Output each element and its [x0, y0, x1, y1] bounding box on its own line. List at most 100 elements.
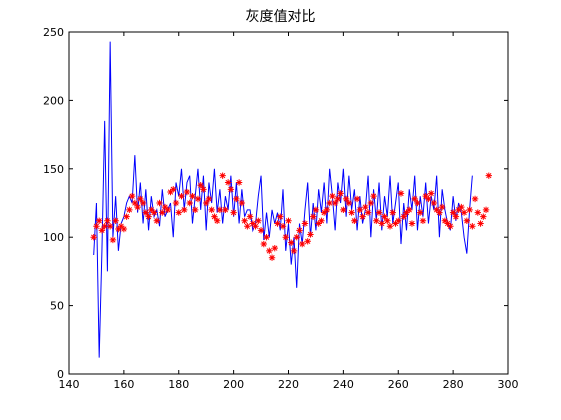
data-point	[334, 195, 342, 203]
data-point	[392, 220, 399, 227]
data-point	[153, 217, 160, 224]
data-point	[290, 247, 298, 255]
y-tick-label: 0	[57, 368, 64, 381]
data-point	[351, 217, 358, 224]
data-point	[370, 192, 377, 200]
data-point	[296, 227, 303, 234]
data-point	[309, 213, 317, 220]
data-point	[400, 213, 407, 220]
data-point	[208, 206, 215, 214]
data-point	[329, 192, 336, 200]
y-tick-label: 150	[43, 163, 64, 176]
y-tick-label: 50	[50, 300, 64, 313]
data-point	[449, 209, 457, 216]
data-point	[274, 220, 281, 227]
data-point	[337, 190, 344, 197]
series-markers-1	[90, 172, 492, 261]
data-point	[120, 225, 128, 233]
data-point	[331, 199, 339, 207]
data-point	[170, 186, 177, 193]
data-point	[241, 217, 248, 224]
data-point	[95, 217, 103, 224]
data-point	[353, 195, 361, 203]
x-tick-label: 280	[443, 378, 464, 391]
data-point	[395, 217, 402, 224]
x-tick-label: 260	[388, 378, 409, 391]
data-point	[422, 192, 429, 200]
data-point	[375, 209, 383, 216]
data-point	[277, 213, 284, 220]
data-point	[406, 206, 413, 214]
data-point	[455, 206, 462, 214]
data-point	[466, 206, 473, 214]
data-point	[397, 190, 405, 197]
data-point	[211, 213, 218, 220]
data-point	[139, 199, 147, 207]
data-point	[266, 247, 273, 255]
data-point	[271, 244, 278, 252]
series-line-0	[93, 41, 473, 358]
x-tick-label: 200	[223, 378, 244, 391]
y-tick-label: 200	[43, 94, 64, 107]
data-point	[246, 213, 254, 220]
data-point	[98, 227, 106, 234]
data-point	[142, 209, 150, 216]
data-point	[299, 240, 306, 248]
data-point	[474, 209, 482, 216]
data-point	[425, 195, 432, 203]
data-point	[104, 217, 111, 224]
data-point	[161, 203, 169, 211]
data-point	[238, 199, 246, 207]
data-point	[417, 209, 424, 216]
data-point	[115, 225, 122, 233]
data-point	[192, 206, 199, 214]
data-point	[463, 217, 471, 224]
data-point	[101, 223, 108, 230]
data-point	[90, 234, 97, 241]
data-point	[106, 223, 114, 230]
data-point	[378, 220, 385, 227]
data-point	[312, 206, 320, 214]
data-point	[117, 223, 125, 230]
data-point	[93, 223, 100, 230]
data-point	[320, 209, 328, 216]
data-point	[438, 203, 446, 211]
data-point	[145, 213, 152, 220]
data-point	[304, 238, 311, 245]
data-point	[227, 186, 235, 193]
data-point	[482, 206, 490, 214]
data-point	[222, 206, 229, 214]
data-point	[172, 199, 180, 207]
y-tick-label: 100	[43, 231, 64, 244]
data-point	[444, 220, 451, 227]
data-point	[213, 217, 221, 224]
data-point	[175, 209, 182, 216]
data-point	[477, 220, 484, 227]
data-point	[345, 199, 353, 207]
data-point	[414, 199, 421, 207]
data-point	[200, 186, 207, 193]
data-point	[150, 209, 158, 216]
data-point	[224, 179, 232, 186]
data-point	[403, 209, 410, 216]
data-point	[427, 190, 435, 197]
data-point	[307, 231, 314, 238]
x-tick-label: 180	[168, 378, 189, 391]
data-point	[381, 213, 388, 220]
data-point	[436, 209, 443, 216]
data-point	[109, 236, 117, 244]
data-point	[386, 223, 394, 230]
data-point	[156, 199, 163, 207]
x-tick-label: 240	[333, 378, 354, 391]
data-point	[112, 217, 119, 224]
data-point	[452, 213, 460, 220]
data-point	[194, 195, 202, 203]
data-point	[134, 203, 141, 211]
data-point	[285, 217, 292, 224]
data-point	[181, 206, 188, 214]
data-point	[480, 213, 487, 220]
data-point	[408, 220, 416, 227]
data-point	[268, 254, 276, 261]
data-point	[282, 234, 289, 241]
